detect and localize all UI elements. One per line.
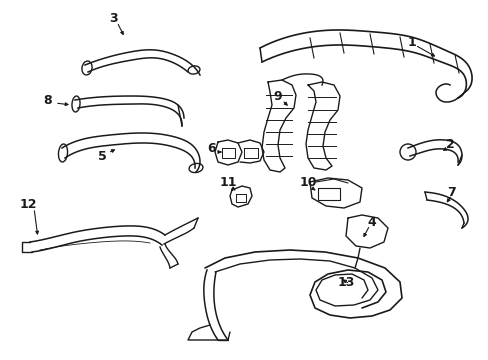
Text: 1: 1 — [407, 36, 415, 49]
Text: 10: 10 — [299, 176, 316, 189]
Text: 6: 6 — [207, 141, 216, 154]
Text: 2: 2 — [445, 139, 453, 152]
Text: 9: 9 — [273, 90, 282, 103]
Text: 12: 12 — [19, 198, 37, 211]
Text: 3: 3 — [108, 12, 117, 24]
Text: 7: 7 — [447, 185, 455, 198]
Text: 13: 13 — [337, 276, 354, 289]
Text: 8: 8 — [43, 94, 52, 108]
Text: 11: 11 — [219, 176, 236, 189]
Text: 5: 5 — [98, 149, 106, 162]
Text: 4: 4 — [367, 216, 376, 229]
